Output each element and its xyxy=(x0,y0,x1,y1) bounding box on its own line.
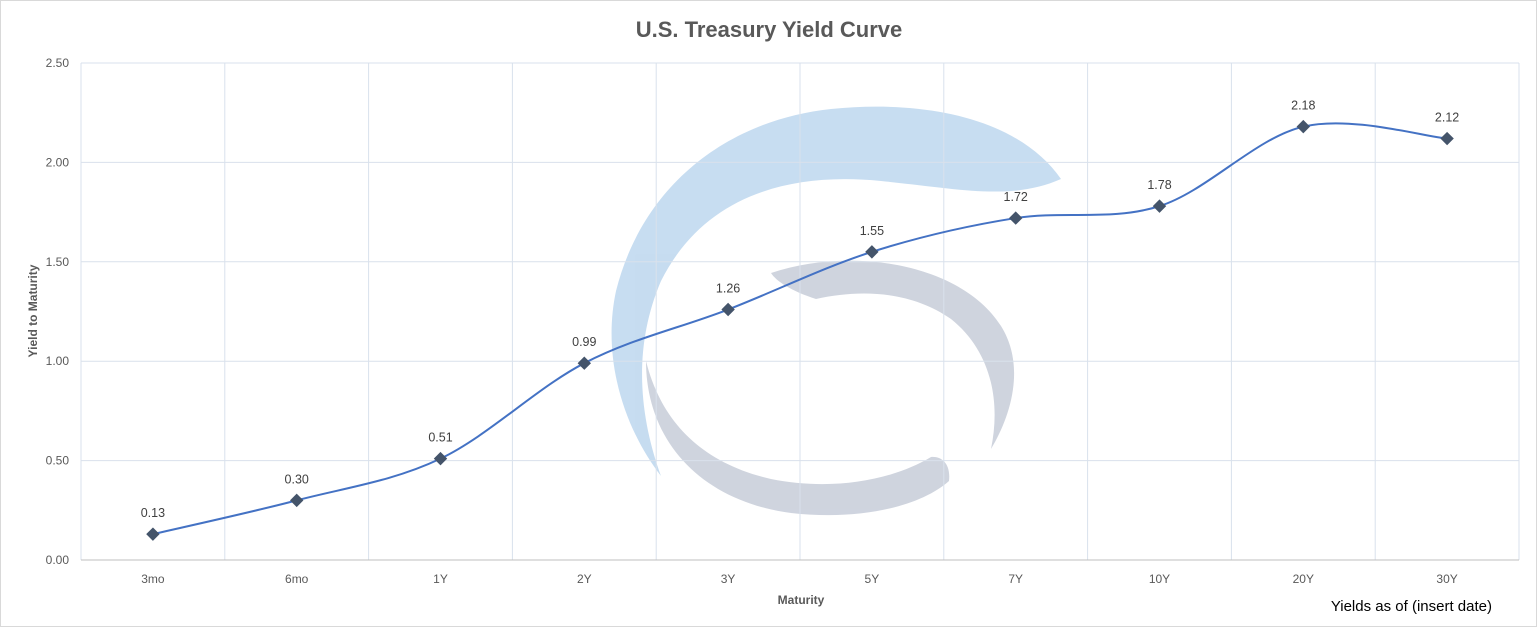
data-label: 1.26 xyxy=(716,282,740,296)
y-axis-title: Yield to Maturity xyxy=(26,264,40,357)
y-tick-label: 2.50 xyxy=(46,56,70,70)
data-point-marker xyxy=(1152,199,1167,213)
data-label: 0.13 xyxy=(141,506,165,520)
data-label: 1.72 xyxy=(1004,190,1028,204)
chart-title: U.S. Treasury Yield Curve xyxy=(636,17,903,42)
data-point-marker xyxy=(289,493,304,508)
x-tick-label: 1Y xyxy=(433,572,448,586)
y-tick-label: 2.00 xyxy=(46,155,70,169)
data-label: 2.18 xyxy=(1291,99,1315,113)
x-tick-label: 5Y xyxy=(865,572,880,586)
y-axis-ticks: 0.00 0.50 1.00 1.50 2.00 2.50 xyxy=(46,56,70,567)
data-label: 0.30 xyxy=(285,472,309,486)
footnote: Yields as of (insert date) xyxy=(1330,598,1492,615)
x-axis-title: Maturity xyxy=(778,593,825,607)
watermark-gray-swoosh xyxy=(646,361,950,516)
x-tick-label: 3mo xyxy=(141,572,165,586)
y-tick-label: 1.00 xyxy=(46,354,70,368)
y-tick-label: 0.50 xyxy=(46,454,70,468)
data-point-marker xyxy=(577,356,592,370)
x-axis-ticks: 3mo 6mo 1Y 2Y 3Y 5Y 7Y 10Y 20Y 30Y xyxy=(141,572,1458,586)
data-point-marker xyxy=(865,245,879,259)
x-tick-label: 30Y xyxy=(1436,572,1457,586)
data-point-marker xyxy=(1440,131,1454,146)
data-point-marker xyxy=(433,451,448,466)
watermark-gray-arc xyxy=(771,260,1015,449)
series-layer xyxy=(146,119,1454,541)
x-tick-label: 3Y xyxy=(721,572,736,586)
y-tick-label: 1.50 xyxy=(46,255,70,269)
data-point-marker xyxy=(721,302,735,317)
watermark-blue-arc xyxy=(611,106,1061,476)
x-tick-label: 7Y xyxy=(1008,572,1023,586)
watermark-logo xyxy=(611,106,1061,516)
data-label: 0.51 xyxy=(428,431,452,445)
data-label: 1.78 xyxy=(1147,178,1171,192)
data-point-marker xyxy=(146,527,160,541)
data-label: 0.99 xyxy=(572,335,596,349)
data-point-marker xyxy=(1008,211,1023,225)
x-tick-label: 6mo xyxy=(285,572,309,586)
x-tick-label: 2Y xyxy=(577,572,592,586)
x-tick-label: 10Y xyxy=(1149,572,1170,586)
data-labels: 0.13 0.30 0.51 0.99 1.26 1.55 1.72 1.78 2.18 2.12 xyxy=(141,99,1460,521)
data-point-marker xyxy=(1296,119,1311,134)
data-label: 2.12 xyxy=(1435,111,1459,125)
grid-layer xyxy=(80,62,1520,561)
series-line xyxy=(152,122,1448,536)
x-tick-label: 20Y xyxy=(1293,572,1314,586)
data-label: 1.55 xyxy=(860,224,884,238)
y-tick-label: 0.00 xyxy=(46,553,70,567)
